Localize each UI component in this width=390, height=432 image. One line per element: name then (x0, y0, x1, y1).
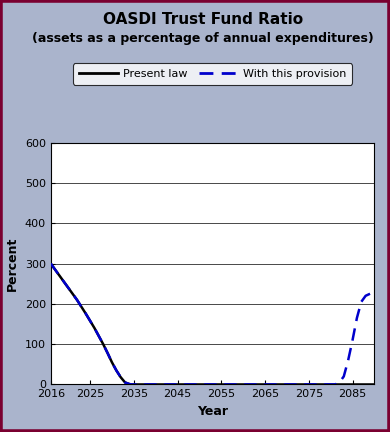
Legend: Present law, With this provision: Present law, With this provision (73, 64, 352, 85)
Text: OASDI Trust Fund Ratio: OASDI Trust Fund Ratio (103, 12, 303, 27)
X-axis label: Year: Year (197, 405, 228, 418)
Text: (assets as a percentage of annual expenditures): (assets as a percentage of annual expend… (32, 32, 374, 45)
Y-axis label: Percent: Percent (6, 236, 19, 291)
